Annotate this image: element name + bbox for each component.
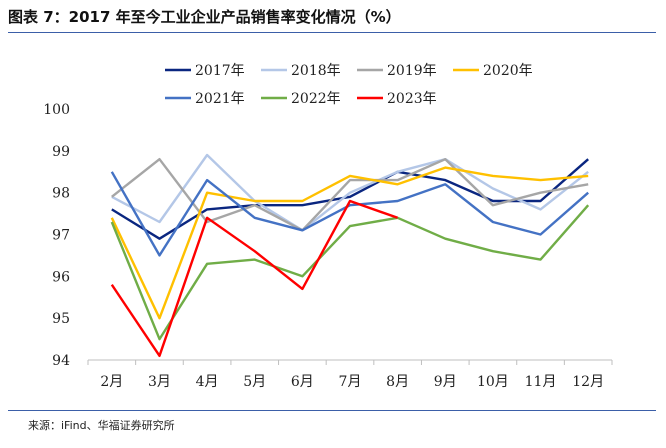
footer-divider: [8, 410, 656, 411]
x-tick-label: 3月: [148, 374, 171, 390]
x-tick-label: 7月: [339, 374, 362, 390]
y-tick-label: 94: [52, 353, 70, 369]
legend-label: 2019年: [387, 63, 437, 79]
legend-label: 2021年: [195, 91, 245, 107]
x-tick-label: 9月: [434, 374, 457, 390]
x-tick-label: 8月: [386, 374, 409, 390]
chart-title: 图表 7：2017 年至今工业企业产品销售率变化情况（%）: [8, 8, 401, 26]
legend-label: 2017年: [195, 63, 245, 79]
x-tick-label: 4月: [196, 374, 219, 390]
series-lines: [110, 153, 590, 357]
series-line-2021年: [110, 171, 589, 257]
series-line-2022年: [110, 204, 590, 341]
series-line-2023年: [110, 199, 398, 357]
series-line-2020年: [110, 166, 589, 320]
x-tick-label: 5月: [243, 374, 266, 390]
x-tick-label: 2月: [100, 374, 123, 390]
legend-label: 2020年: [483, 63, 533, 79]
y-tick-label: 99: [52, 144, 70, 160]
y-tick-label: 95: [52, 311, 70, 327]
legend-label: 2022年: [291, 91, 341, 107]
y-tick-label: 98: [52, 186, 70, 202]
y-tick-label: 100: [43, 102, 70, 118]
legend-label: 2023年: [387, 91, 437, 107]
x-tick-label: 6月: [291, 374, 314, 390]
x-axis: 2月 3月 4月 5月 6月 7月 8月 9月 10月 11月 12月: [87, 359, 613, 390]
legend: 2017年 2018年 2019年 2020年 2021年 2022年 2023年: [165, 63, 533, 107]
x-tick-label: 12月: [572, 374, 604, 390]
series-line-2019年: [111, 157, 589, 232]
x-tick-label: 10月: [477, 374, 509, 390]
source-note: 来源：iFind、华福证券研究所: [28, 419, 175, 432]
x-tick-label: 11月: [525, 374, 557, 390]
y-tick-label: 96: [52, 269, 70, 285]
y-axis: 94 95 96 97 98 99 100: [43, 102, 70, 369]
series-line-2018年: [111, 153, 589, 232]
y-tick-label: 97: [52, 228, 70, 244]
legend-label: 2018年: [291, 63, 341, 79]
title-divider: [8, 32, 656, 33]
